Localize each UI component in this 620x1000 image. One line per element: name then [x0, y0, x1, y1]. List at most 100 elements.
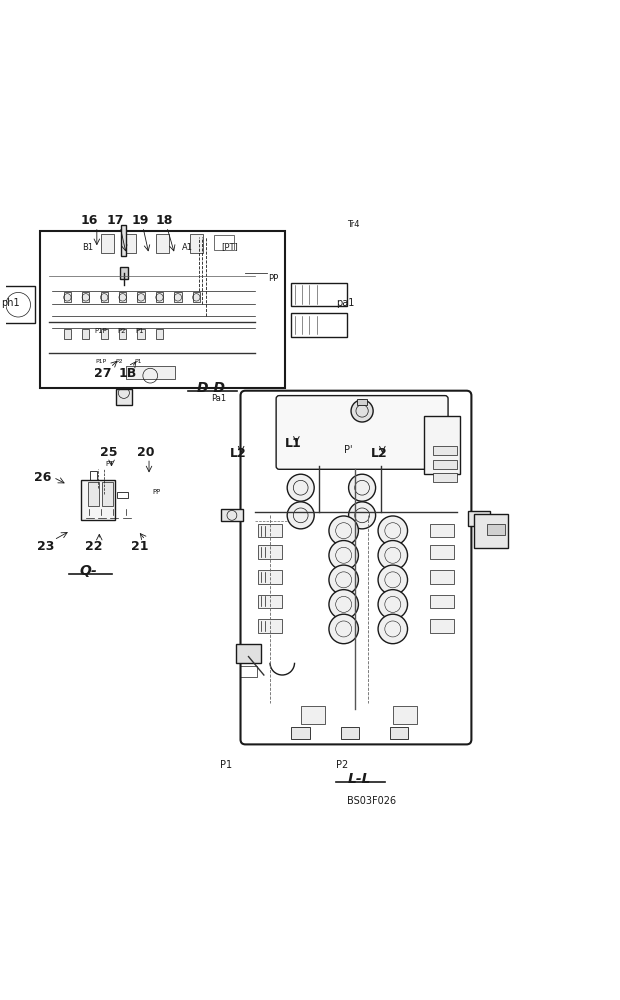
Bar	[340, 727, 359, 739]
Bar	[119, 329, 126, 339]
Bar	[88, 482, 99, 506]
Bar	[40, 231, 285, 388]
Text: [PT]: [PT]	[222, 243, 239, 252]
Text: 17: 17	[107, 214, 124, 227]
Bar	[1, 286, 35, 323]
Bar	[430, 570, 454, 584]
Circle shape	[329, 590, 358, 619]
Text: P1: P1	[136, 328, 144, 334]
Text: PT: PT	[105, 461, 113, 467]
Text: 25: 25	[100, 446, 118, 459]
Circle shape	[329, 614, 358, 644]
Bar	[474, 514, 508, 548]
Bar	[119, 292, 126, 302]
Bar	[100, 292, 108, 302]
Bar	[64, 292, 71, 302]
Text: L2: L2	[371, 447, 388, 460]
Bar	[126, 366, 175, 379]
Circle shape	[378, 516, 407, 545]
Bar	[291, 727, 310, 739]
Text: P1: P1	[134, 359, 142, 364]
Bar	[291, 313, 347, 337]
Bar	[433, 473, 458, 482]
Bar	[117, 492, 128, 498]
Text: 26: 26	[34, 471, 51, 484]
Text: 18: 18	[156, 214, 173, 227]
Bar	[214, 235, 234, 250]
Text: P': P'	[344, 445, 353, 455]
Bar	[468, 511, 490, 526]
Circle shape	[378, 590, 407, 619]
Text: 23: 23	[37, 540, 55, 553]
Circle shape	[287, 474, 314, 501]
Text: B1: B1	[82, 243, 93, 252]
Circle shape	[287, 502, 314, 529]
Text: 16: 16	[80, 214, 97, 227]
Bar	[100, 329, 108, 339]
Bar	[258, 524, 282, 537]
Bar	[258, 619, 282, 633]
Bar	[357, 399, 367, 405]
Text: P2: P2	[116, 359, 123, 364]
Bar	[174, 292, 182, 302]
Bar	[82, 292, 89, 302]
Bar	[430, 619, 454, 633]
Text: P1P: P1P	[95, 359, 107, 364]
Bar	[430, 545, 454, 559]
Text: L2: L2	[229, 447, 246, 460]
Text: PP: PP	[153, 489, 161, 495]
Bar	[122, 234, 136, 253]
Text: L-L: L-L	[347, 772, 371, 786]
Bar	[433, 446, 458, 455]
Bar	[138, 292, 144, 302]
Text: PP: PP	[268, 274, 278, 283]
Bar	[390, 727, 408, 739]
Text: Q-: Q-	[80, 564, 98, 578]
Text: Pa1: Pa1	[211, 394, 226, 403]
Circle shape	[348, 474, 376, 501]
Circle shape	[378, 565, 407, 595]
Circle shape	[348, 502, 376, 529]
Bar	[156, 234, 169, 253]
Bar	[430, 524, 454, 537]
Bar	[64, 329, 71, 339]
Text: P2: P2	[336, 760, 348, 770]
Text: ph1: ph1	[1, 298, 20, 308]
Bar	[430, 595, 454, 608]
Bar	[156, 292, 163, 302]
Text: 20: 20	[137, 446, 155, 459]
Text: P1P: P1P	[95, 328, 107, 334]
Bar	[156, 329, 163, 339]
Bar	[102, 482, 113, 506]
Circle shape	[329, 516, 358, 545]
Bar	[240, 666, 257, 677]
Bar	[236, 644, 262, 663]
Text: 21: 21	[131, 540, 149, 553]
Bar	[120, 267, 128, 279]
Text: 22: 22	[85, 540, 102, 553]
Bar	[258, 570, 282, 584]
Text: D-D: D-D	[197, 381, 226, 395]
Bar	[258, 595, 282, 608]
Text: BS03F026: BS03F026	[347, 796, 396, 806]
Bar	[138, 329, 144, 339]
Bar	[116, 389, 131, 405]
Text: Tr4: Tr4	[347, 220, 359, 229]
Bar	[90, 471, 97, 480]
Text: P2: P2	[117, 328, 126, 334]
Bar	[221, 509, 242, 521]
Bar	[122, 225, 126, 256]
Text: P1: P1	[219, 760, 232, 770]
Bar	[258, 545, 282, 559]
Bar	[301, 706, 326, 724]
Circle shape	[378, 614, 407, 644]
Text: 1B: 1B	[118, 367, 136, 380]
Circle shape	[329, 565, 358, 595]
Text: 19: 19	[131, 214, 149, 227]
Circle shape	[329, 541, 358, 570]
Bar	[291, 283, 347, 306]
Circle shape	[351, 400, 373, 422]
Bar	[190, 234, 203, 253]
Bar	[433, 460, 458, 469]
Bar	[487, 524, 505, 535]
